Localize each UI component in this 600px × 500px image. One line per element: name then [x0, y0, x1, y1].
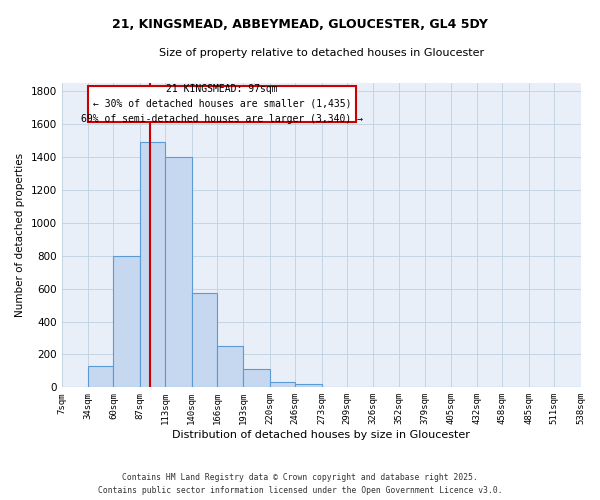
Y-axis label: Number of detached properties: Number of detached properties — [15, 153, 25, 318]
Bar — [88, 366, 113, 388]
Bar — [217, 346, 244, 388]
Bar — [113, 256, 140, 388]
X-axis label: Distribution of detached houses by size in Gloucester: Distribution of detached houses by size … — [172, 430, 470, 440]
Text: 21 KINGSMEAD: 97sqm
← 30% of detached houses are smaller (1,435)
69% of semi-det: 21 KINGSMEAD: 97sqm ← 30% of detached ho… — [81, 84, 363, 124]
Bar — [165, 157, 191, 388]
Bar — [140, 142, 165, 388]
Bar — [295, 384, 322, 388]
Title: Size of property relative to detached houses in Gloucester: Size of property relative to detached ho… — [158, 48, 484, 58]
Bar — [244, 370, 270, 388]
Text: Contains HM Land Registry data © Crown copyright and database right 2025.
Contai: Contains HM Land Registry data © Crown c… — [98, 474, 502, 495]
FancyBboxPatch shape — [88, 86, 356, 122]
Text: 21, KINGSMEAD, ABBEYMEAD, GLOUCESTER, GL4 5DY: 21, KINGSMEAD, ABBEYMEAD, GLOUCESTER, GL… — [112, 18, 488, 30]
Bar — [191, 293, 217, 388]
Bar — [270, 382, 295, 388]
